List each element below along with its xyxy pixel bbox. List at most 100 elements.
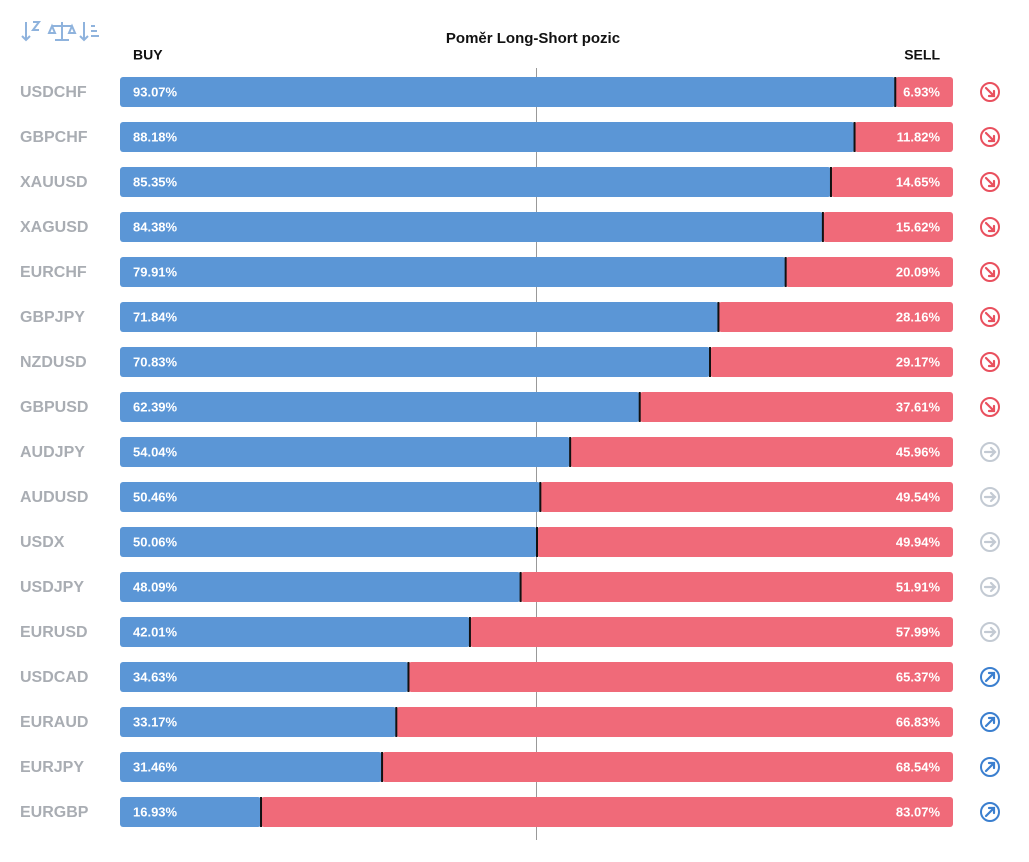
bar-buy <box>120 572 521 602</box>
value-label: 49.54% <box>896 489 941 504</box>
signal-circle <box>980 487 1000 507</box>
signal-arrow <box>984 716 996 728</box>
bar-sell <box>261 797 954 827</box>
bar-buy <box>120 482 541 512</box>
signal-icon <box>980 802 1000 822</box>
signal-arrow <box>984 221 996 233</box>
bar-buy <box>120 212 823 242</box>
bar-sell <box>822 212 953 242</box>
value-label: 16.93% <box>133 804 178 819</box>
signal-arrow <box>983 581 997 593</box>
value-label: 70.83% <box>133 354 178 369</box>
value-label: 50.46% <box>133 489 178 504</box>
row-label: USDCAD <box>20 669 88 686</box>
signal-circle <box>980 307 1000 327</box>
value-label: 54.04% <box>133 444 178 459</box>
value-label: 48.09% <box>133 579 178 594</box>
value-label: 34.63% <box>133 669 178 684</box>
signal-circle <box>980 127 1000 147</box>
value-label: 50.06% <box>133 534 178 549</box>
bar-sell <box>408 662 953 692</box>
balance-icon[interactable] <box>47 22 77 41</box>
value-label: 31.46% <box>133 759 178 774</box>
bar-sell <box>382 752 954 782</box>
signal-icon <box>980 667 1000 687</box>
signal-arrow <box>984 311 996 323</box>
sort-value-icon[interactable] <box>79 22 99 42</box>
signal-icon <box>980 577 1000 597</box>
bar-buy <box>120 752 383 782</box>
signal-arrow <box>984 131 996 143</box>
row-label: EURAUD <box>20 714 88 731</box>
bar-sell <box>540 482 953 512</box>
signal-icon <box>980 757 1000 777</box>
value-label: 28.16% <box>896 309 941 324</box>
toolbar[interactable] <box>21 21 99 42</box>
bar-buy <box>120 347 711 377</box>
value-label: 51.91% <box>896 579 941 594</box>
signal-circle <box>980 397 1000 417</box>
bar-buy <box>120 527 537 557</box>
signal-arrow <box>984 86 996 98</box>
bar-sell <box>895 77 953 107</box>
row-label: GBPUSD <box>20 399 88 416</box>
value-label: 14.65% <box>896 174 941 189</box>
bar-buy <box>120 122 855 152</box>
row-label: USDCHF <box>20 84 87 101</box>
signal-arrow <box>984 401 996 413</box>
bar-buy <box>120 392 640 422</box>
signal-icon <box>980 82 1000 102</box>
bar-sell <box>396 707 953 737</box>
signal-circle <box>980 442 1000 462</box>
bar-buy <box>120 437 571 467</box>
value-label: 11.82% <box>897 129 941 144</box>
signal-icon <box>980 352 1000 372</box>
value-label: 71.84% <box>133 309 178 324</box>
bar-sell <box>639 392 953 422</box>
chart-title: Poměr Long-Short pozic <box>446 30 620 47</box>
value-label: 88.18% <box>133 129 178 144</box>
value-label: 84.38% <box>133 219 178 234</box>
signal-arrow <box>983 446 997 458</box>
signal-icon <box>980 262 1000 282</box>
signal-circle <box>980 172 1000 192</box>
value-label: 29.17% <box>896 354 941 369</box>
row-label: USDJPY <box>20 579 84 596</box>
row-label: XAUUSD <box>20 174 88 191</box>
bar-sell <box>469 617 953 647</box>
legend-buy: BUY <box>133 47 163 63</box>
bar-sell <box>570 437 953 467</box>
signal-arrow <box>984 356 996 368</box>
signal-icon <box>980 532 1000 552</box>
signal-circle <box>980 757 1000 777</box>
signal-icon <box>980 172 1000 192</box>
signal-icon <box>980 217 1000 237</box>
bar-sell <box>785 257 953 287</box>
signal-icon <box>980 712 1000 732</box>
bar-sell <box>854 122 953 152</box>
value-label: 93.07% <box>133 84 178 99</box>
row-label: EURJPY <box>20 759 84 776</box>
value-label: 49.94% <box>896 534 941 549</box>
value-label: 45.96% <box>896 444 941 459</box>
signal-circle <box>980 262 1000 282</box>
signal-arrow <box>983 626 997 638</box>
value-label: 79.91% <box>133 264 178 279</box>
signal-icon <box>980 622 1000 642</box>
row-label: EURGBP <box>20 804 89 821</box>
value-label: 42.01% <box>133 624 178 639</box>
value-label: 37.61% <box>896 399 941 414</box>
bar-buy <box>120 662 409 692</box>
sort-alpha-icon[interactable] <box>21 21 41 42</box>
value-label: 57.99% <box>896 624 941 639</box>
value-label: 33.17% <box>133 714 178 729</box>
bar-sell <box>830 167 953 197</box>
signal-arrow <box>983 536 997 548</box>
row-label: AUDUSD <box>20 489 88 506</box>
signal-circle <box>980 217 1000 237</box>
row-label: GBPJPY <box>20 309 85 326</box>
signal-arrow <box>984 671 996 683</box>
legend-sell: SELL <box>904 47 940 63</box>
bar-sell <box>536 527 953 557</box>
row-label: USDX <box>20 534 65 551</box>
